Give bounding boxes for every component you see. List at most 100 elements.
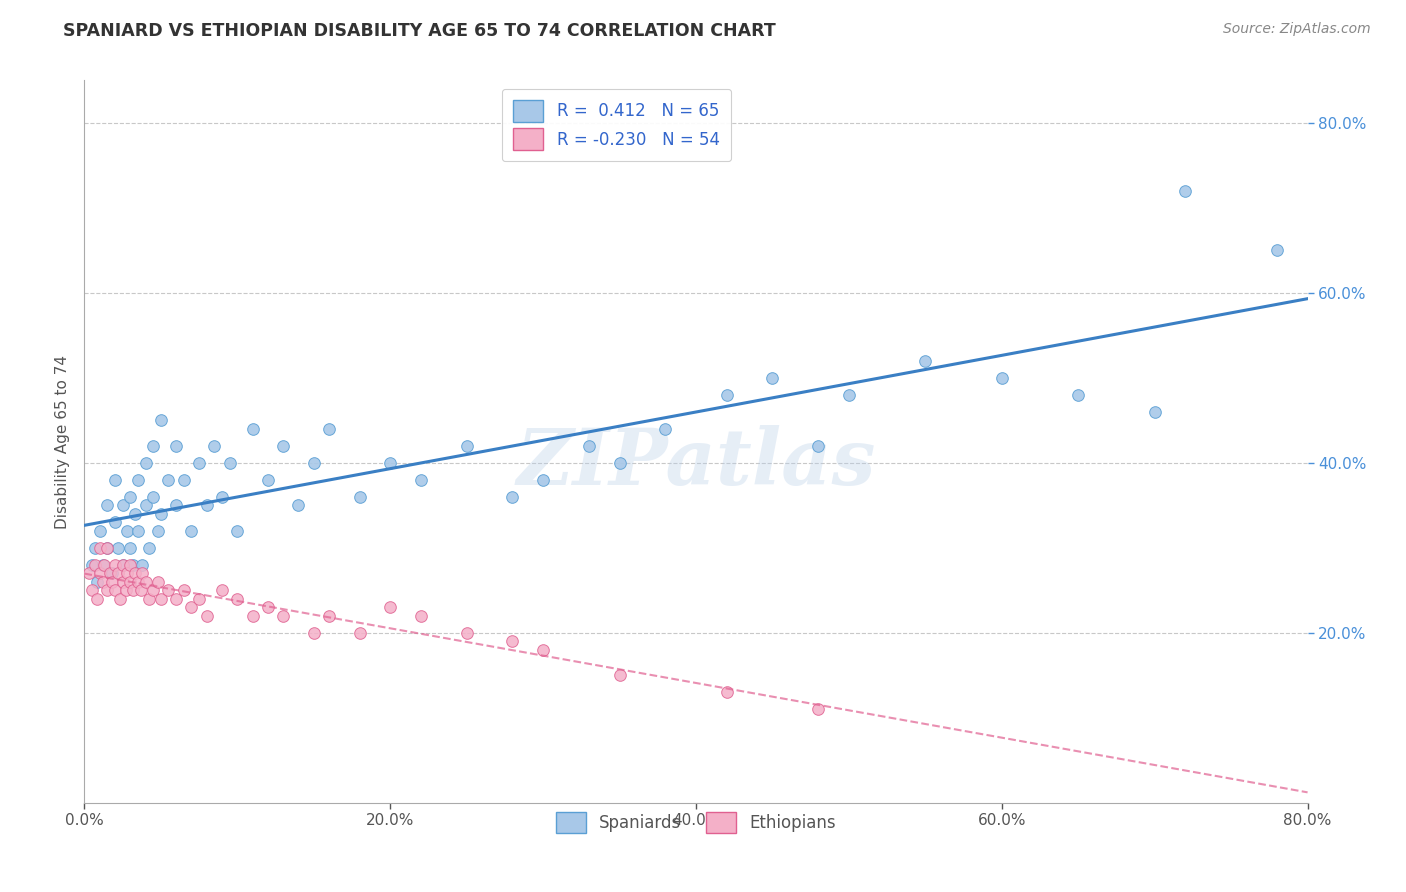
Point [146,524,169,538]
Point [531,473,554,487]
Point [108,591,131,606]
Point [157,473,180,487]
Point [226,591,249,606]
Point [120,574,142,589]
Point [138,591,160,606]
Point [149,507,172,521]
Point [142,490,165,504]
Point [226,524,249,538]
Point [111,558,134,572]
Point [131,566,153,581]
Point [202,439,225,453]
Text: Source: ZipAtlas.com: Source: ZipAtlas.com [1223,22,1371,37]
Point [135,456,157,470]
Point [257,600,280,615]
Point [93,558,115,572]
Point [96,583,118,598]
Point [89,524,111,538]
Point [807,439,830,453]
Point [218,456,240,470]
Point [188,591,211,606]
Point [142,439,165,453]
Point [173,473,195,487]
Point [502,634,524,648]
Point [129,583,152,598]
Point [211,583,233,598]
Point [104,558,127,572]
Point [195,608,218,623]
Point [146,574,169,589]
Point [89,541,111,555]
Point [456,625,478,640]
Point [318,422,340,436]
Point [271,439,294,453]
Point [1143,405,1166,419]
Point [914,353,936,368]
Point [211,490,233,504]
Point [271,608,294,623]
Point [409,473,432,487]
Point [242,608,264,623]
Point [654,422,676,436]
Point [149,413,172,427]
Point [302,625,325,640]
Point [838,388,860,402]
Point [101,566,124,581]
Point [96,541,118,555]
Point [131,558,153,572]
Point [104,473,127,487]
Point [120,558,142,572]
Point [89,566,111,581]
Point [111,574,134,589]
Point [127,574,149,589]
Point [91,574,114,589]
Point [318,608,340,623]
Point [609,668,631,682]
Point [86,591,108,606]
Point [127,524,149,538]
Point [98,566,121,581]
Text: SPANIARD VS ETHIOPIAN DISABILITY AGE 65 TO 74 CORRELATION CHART: SPANIARD VS ETHIOPIAN DISABILITY AGE 65 … [63,22,776,40]
Point [456,439,478,453]
Point [807,702,830,716]
Point [96,541,118,555]
Point [716,685,738,699]
Point [380,456,402,470]
Point [111,498,134,512]
Point [101,574,124,589]
Point [716,388,738,402]
Point [180,524,202,538]
Point [80,558,103,572]
Point [165,591,187,606]
Point [107,541,129,555]
Point [195,498,218,512]
Point [115,566,138,581]
Point [138,541,160,555]
Point [165,498,187,512]
Point [86,574,108,589]
Point [135,574,157,589]
Point [1174,184,1197,198]
Point [135,498,157,512]
Point [188,456,211,470]
Point [120,541,142,555]
Point [531,642,554,657]
Point [124,566,146,581]
Point [349,625,371,640]
Point [287,498,309,512]
Point [149,591,172,606]
Point [107,566,129,581]
Point [1067,388,1090,402]
Point [157,583,180,598]
Point [173,583,195,598]
Point [609,456,631,470]
Point [84,558,107,572]
Point [96,498,118,512]
Point [104,583,127,598]
Point [180,600,202,615]
Point [409,608,432,623]
Point [111,558,134,572]
Point [115,524,138,538]
Point [77,566,100,581]
Point [349,490,371,504]
